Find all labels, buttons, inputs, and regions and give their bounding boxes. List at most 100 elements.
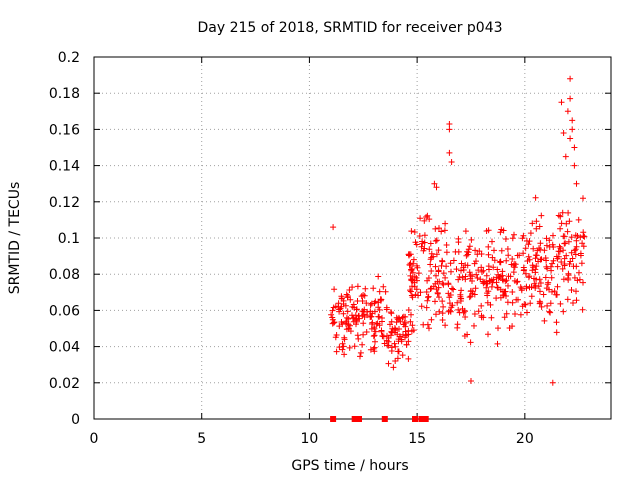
data-point bbox=[443, 263, 450, 270]
data-point bbox=[506, 325, 513, 331]
data-point bbox=[421, 239, 428, 246]
data-point bbox=[364, 308, 371, 315]
data-point bbox=[433, 237, 440, 244]
data-point bbox=[436, 278, 443, 285]
data-point bbox=[559, 265, 566, 272]
data-point bbox=[371, 344, 378, 351]
data-point bbox=[329, 307, 336, 314]
data-point bbox=[485, 243, 492, 250]
data-point bbox=[466, 269, 473, 276]
data-point bbox=[339, 321, 346, 328]
data-point bbox=[494, 284, 501, 291]
data-point bbox=[496, 274, 503, 280]
x-tick-label: 20 bbox=[516, 431, 534, 447]
data-point bbox=[339, 340, 346, 347]
data-point bbox=[448, 159, 455, 165]
y-tick-label: 0.02 bbox=[49, 376, 80, 392]
data-point bbox=[363, 329, 370, 335]
data-point bbox=[527, 300, 534, 307]
data-point bbox=[580, 279, 586, 286]
data-point bbox=[382, 288, 389, 295]
data-point bbox=[541, 317, 548, 324]
data-point bbox=[441, 227, 448, 234]
data-point bbox=[483, 228, 490, 234]
data-point bbox=[462, 228, 469, 235]
data-point bbox=[524, 309, 530, 316]
data-point bbox=[439, 310, 446, 317]
data-point bbox=[543, 242, 550, 249]
data-point bbox=[385, 338, 392, 345]
data-point bbox=[407, 318, 414, 325]
data-point bbox=[562, 240, 569, 247]
data-point bbox=[536, 223, 543, 230]
data-point bbox=[342, 302, 349, 309]
data-point bbox=[329, 314, 336, 321]
data-point bbox=[556, 248, 563, 255]
data-point bbox=[557, 300, 564, 307]
data-point bbox=[446, 126, 453, 133]
y-tick-label: 0 bbox=[71, 412, 80, 428]
data-point bbox=[400, 313, 407, 320]
data-point bbox=[367, 302, 374, 308]
data-point bbox=[357, 353, 363, 360]
data-point bbox=[426, 246, 433, 253]
data-point bbox=[458, 287, 465, 294]
data-point bbox=[574, 277, 581, 284]
data-point bbox=[533, 225, 540, 232]
data-point bbox=[376, 306, 383, 313]
data-point bbox=[446, 121, 453, 127]
data-point bbox=[388, 348, 395, 354]
data-point bbox=[500, 227, 507, 234]
data-point bbox=[439, 317, 446, 323]
data-point bbox=[415, 270, 422, 277]
data-point bbox=[328, 311, 335, 318]
data-point bbox=[561, 255, 568, 262]
data-point bbox=[349, 284, 356, 291]
data-point bbox=[342, 319, 349, 326]
data-point bbox=[537, 246, 544, 253]
data-point bbox=[475, 267, 482, 274]
data-point bbox=[433, 272, 439, 279]
data-point bbox=[503, 257, 510, 264]
y-tick-label: 0.12 bbox=[49, 195, 80, 211]
data-point bbox=[532, 194, 539, 201]
data-point bbox=[517, 284, 524, 291]
data-point bbox=[409, 322, 416, 329]
data-point bbox=[405, 355, 412, 362]
data-point bbox=[538, 303, 545, 310]
data-point bbox=[394, 331, 401, 338]
data-point bbox=[360, 292, 367, 298]
data-point bbox=[544, 265, 551, 272]
data-point bbox=[341, 334, 348, 341]
data-point bbox=[462, 314, 469, 320]
data-point bbox=[373, 321, 380, 327]
data-point bbox=[558, 259, 565, 265]
data-point bbox=[508, 261, 515, 268]
data-point bbox=[547, 300, 554, 307]
data-point bbox=[426, 325, 432, 332]
data-point bbox=[436, 225, 442, 232]
y-tick-label: 0.14 bbox=[49, 159, 80, 175]
plot-frame bbox=[93, 56, 612, 420]
data-point bbox=[484, 290, 491, 297]
data-point bbox=[424, 321, 431, 328]
data-point bbox=[558, 99, 565, 106]
data-point bbox=[414, 264, 421, 271]
data-point bbox=[530, 245, 537, 252]
data-point bbox=[564, 108, 571, 115]
data-point bbox=[427, 261, 434, 268]
data-point bbox=[367, 346, 374, 353]
data-point bbox=[402, 334, 408, 341]
data-point bbox=[580, 233, 587, 239]
x-tick-label: 0 bbox=[90, 431, 99, 447]
data-point bbox=[428, 316, 435, 323]
data-point bbox=[569, 117, 576, 124]
data-point bbox=[370, 285, 377, 292]
data-point bbox=[575, 216, 582, 223]
data-point bbox=[567, 95, 574, 102]
data-point bbox=[565, 238, 572, 245]
data-point bbox=[372, 328, 379, 335]
data-point bbox=[387, 321, 393, 328]
data-point bbox=[497, 229, 504, 236]
data-point bbox=[338, 293, 345, 300]
